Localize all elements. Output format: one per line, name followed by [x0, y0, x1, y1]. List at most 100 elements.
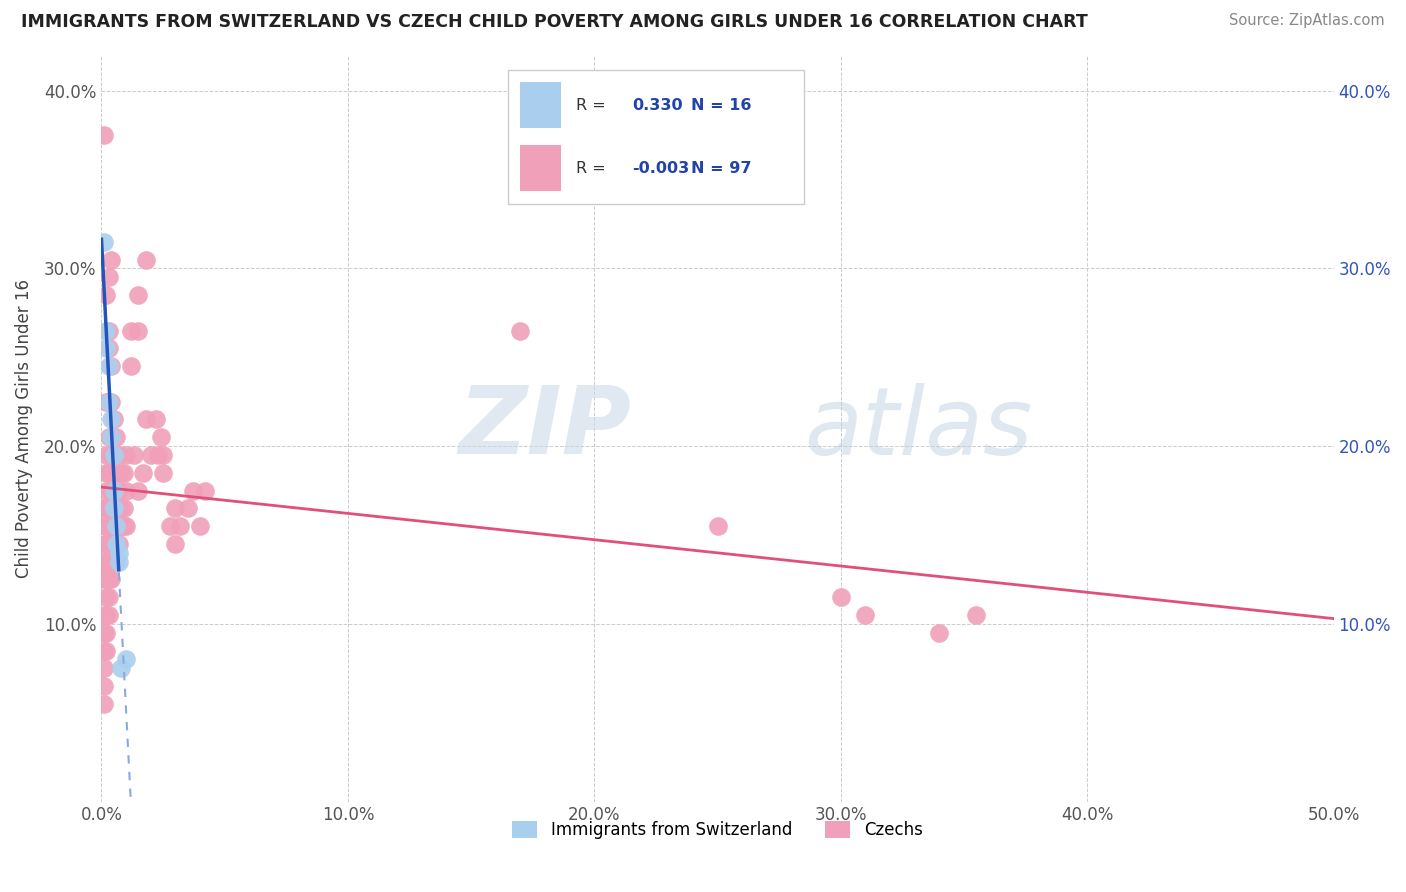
Point — [706, 519, 728, 533]
Point — [115, 519, 138, 533]
Point — [96, 324, 118, 338]
Point — [97, 607, 120, 622]
Point — [93, 697, 115, 711]
Point — [93, 643, 115, 657]
Point — [93, 235, 115, 249]
Point — [107, 537, 129, 551]
Point — [115, 483, 138, 498]
Point — [105, 537, 128, 551]
Point — [100, 252, 122, 267]
Point — [103, 501, 125, 516]
Point — [115, 448, 138, 462]
Point — [93, 128, 115, 142]
Point — [135, 412, 157, 426]
Point — [112, 501, 135, 516]
Text: Source: ZipAtlas.com: Source: ZipAtlas.com — [1229, 13, 1385, 29]
Point — [97, 573, 120, 587]
Point — [105, 519, 128, 533]
Point — [110, 466, 132, 480]
Point — [120, 324, 142, 338]
Point — [110, 519, 132, 533]
Point — [135, 252, 157, 267]
Point — [93, 607, 115, 622]
Point — [127, 288, 149, 302]
Point — [152, 448, 174, 462]
Point — [120, 359, 142, 373]
Point — [97, 394, 120, 409]
Point — [96, 466, 118, 480]
Point — [96, 643, 118, 657]
Point — [509, 324, 531, 338]
Point — [103, 448, 125, 462]
Point — [97, 519, 120, 533]
Point — [165, 537, 187, 551]
Point — [96, 288, 118, 302]
Point — [145, 412, 167, 426]
Point — [110, 661, 132, 675]
Point — [100, 430, 122, 444]
Text: ZIP: ZIP — [458, 383, 631, 475]
Point — [146, 448, 169, 462]
Point — [97, 590, 120, 604]
Point — [177, 501, 200, 516]
Point — [100, 519, 122, 533]
Point — [97, 537, 120, 551]
Point — [96, 483, 118, 498]
Point — [97, 501, 120, 516]
Point — [96, 537, 118, 551]
Point — [96, 448, 118, 462]
Point — [96, 501, 118, 516]
Point — [96, 519, 118, 533]
Point — [152, 466, 174, 480]
Point — [97, 466, 120, 480]
Point — [96, 555, 118, 569]
Point — [103, 501, 125, 516]
Point — [103, 483, 125, 498]
Point — [100, 555, 122, 569]
Point — [96, 324, 118, 338]
Point — [93, 625, 115, 640]
Point — [112, 519, 135, 533]
Point — [96, 625, 118, 640]
Point — [139, 448, 162, 462]
Point — [103, 537, 125, 551]
Point — [965, 607, 987, 622]
Text: atlas: atlas — [804, 383, 1032, 474]
Point — [100, 573, 122, 587]
Point — [110, 501, 132, 516]
Point — [115, 652, 138, 666]
Point — [181, 483, 204, 498]
Point — [107, 501, 129, 516]
Point — [132, 466, 155, 480]
Point — [855, 607, 877, 622]
Point — [194, 483, 217, 498]
Point — [97, 342, 120, 356]
Point — [97, 394, 120, 409]
Point — [93, 555, 115, 569]
Point — [107, 555, 129, 569]
Point — [96, 342, 118, 356]
Point — [127, 324, 149, 338]
Point — [105, 519, 128, 533]
Point — [928, 625, 950, 640]
Text: IMMIGRANTS FROM SWITZERLAND VS CZECH CHILD POVERTY AMONG GIRLS UNDER 16 CORRELAT: IMMIGRANTS FROM SWITZERLAND VS CZECH CHI… — [21, 13, 1088, 31]
Point — [100, 394, 122, 409]
Point — [103, 412, 125, 426]
Point — [93, 501, 115, 516]
Point — [100, 537, 122, 551]
Point — [159, 519, 181, 533]
Point — [188, 519, 211, 533]
Point — [112, 466, 135, 480]
Point — [103, 483, 125, 498]
Point — [105, 466, 128, 480]
Point — [100, 359, 122, 373]
Point — [100, 483, 122, 498]
Point — [165, 501, 187, 516]
Point — [105, 537, 128, 551]
Point — [149, 430, 172, 444]
Point — [122, 448, 145, 462]
Point — [100, 448, 122, 462]
Point — [93, 679, 115, 693]
Point — [97, 430, 120, 444]
Point — [93, 537, 115, 551]
